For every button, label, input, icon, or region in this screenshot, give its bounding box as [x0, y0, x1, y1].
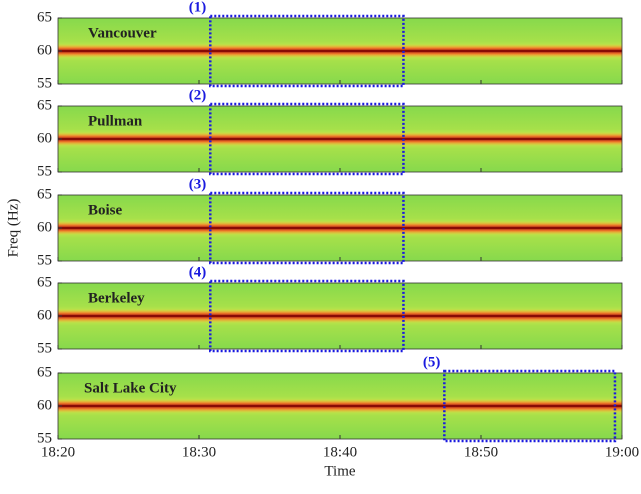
y-tick-label: 65 — [37, 274, 52, 290]
x-axis-label: Time — [324, 463, 355, 479]
x-tick-label: 18:40 — [323, 444, 357, 460]
y-tick-label: 55 — [37, 252, 52, 268]
x-tick-label: 18:50 — [464, 444, 498, 460]
x-tick-label: 19:00 — [605, 444, 639, 460]
panel-title: Pullman — [88, 113, 143, 129]
highlight-label: (2) — [189, 87, 207, 103]
chart: 55 60 65 Vancouver (1) 55 60 65 Pullman (2) 55 60 65… — [0, 0, 641, 489]
y-tick-label: 60 — [37, 42, 52, 58]
panel-title: Salt Lake City — [84, 380, 177, 396]
panel-title: Boise — [88, 202, 123, 218]
highlight-label: (1) — [189, 0, 207, 15]
y-tick-label: 60 — [37, 130, 52, 146]
y-tick-label: 55 — [37, 163, 52, 179]
x-tick-label: 18:30 — [182, 444, 216, 460]
panel-title: Berkeley — [88, 290, 145, 306]
y-tick-label: 65 — [37, 9, 52, 25]
y-axis-label: Freq (Hz) — [5, 199, 21, 258]
highlight-label: (3) — [189, 176, 207, 192]
y-tick-label: 60 — [37, 219, 52, 235]
highlight-label: (4) — [189, 264, 207, 280]
y-tick-label: 60 — [37, 397, 52, 413]
y-tick-label: 55 — [37, 75, 52, 91]
y-tick-label: 65 — [37, 364, 52, 380]
highlight-label: (5) — [423, 354, 441, 370]
x-tick-label: 18:20 — [41, 444, 75, 460]
y-tick-label: 65 — [37, 186, 52, 202]
y-tick-label: 55 — [37, 340, 52, 356]
y-tick-label: 60 — [37, 307, 52, 323]
y-tick-label: 65 — [37, 97, 52, 113]
panel-title: Vancouver — [88, 25, 157, 41]
